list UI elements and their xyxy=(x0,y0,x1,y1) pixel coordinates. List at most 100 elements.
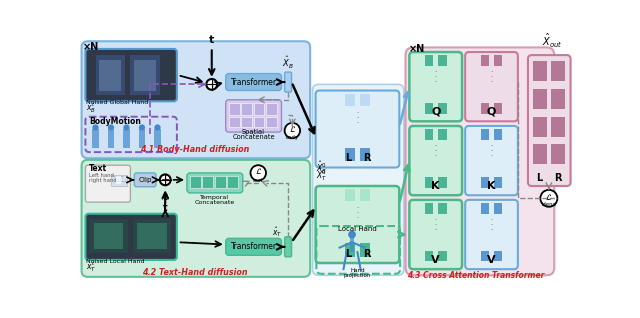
Bar xyxy=(132,219,172,253)
FancyBboxPatch shape xyxy=(312,84,404,275)
Bar xyxy=(215,176,226,188)
Text: text: text xyxy=(253,177,264,183)
Text: $+$: $+$ xyxy=(207,79,217,90)
Bar xyxy=(481,129,489,140)
Bar xyxy=(253,103,264,115)
Circle shape xyxy=(124,124,129,131)
Bar xyxy=(345,93,355,106)
Bar xyxy=(241,103,252,115)
Bar xyxy=(425,177,433,188)
Bar xyxy=(99,60,121,91)
Bar xyxy=(92,129,99,148)
FancyBboxPatch shape xyxy=(465,126,518,195)
Bar xyxy=(551,144,565,164)
Bar xyxy=(360,148,370,161)
Bar xyxy=(345,189,355,201)
Text: right hand......: right hand...... xyxy=(88,178,126,183)
Bar xyxy=(481,103,489,114)
Text: $x_T^t$: $x_T^t$ xyxy=(86,259,97,274)
Bar xyxy=(266,103,277,115)
Circle shape xyxy=(250,165,266,181)
FancyBboxPatch shape xyxy=(316,91,399,168)
FancyBboxPatch shape xyxy=(187,173,243,193)
Bar xyxy=(438,203,447,214)
Bar xyxy=(481,203,489,214)
Text: Transformer: Transformer xyxy=(230,78,276,86)
Bar xyxy=(438,251,447,261)
Bar xyxy=(131,55,160,95)
Bar xyxy=(438,129,447,140)
Text: Text: Text xyxy=(88,163,107,173)
Bar xyxy=(532,144,547,164)
Bar xyxy=(532,117,547,137)
Bar xyxy=(345,243,355,257)
Bar xyxy=(94,223,124,249)
Text: $\hat{X}_B$: $\hat{X}_B$ xyxy=(282,55,294,71)
FancyBboxPatch shape xyxy=(85,49,177,101)
Text: ×N: ×N xyxy=(83,43,99,52)
Bar xyxy=(202,176,213,188)
Bar xyxy=(494,103,502,114)
FancyBboxPatch shape xyxy=(85,214,177,260)
FancyBboxPatch shape xyxy=(285,237,292,257)
Text: Clip: Clip xyxy=(138,177,152,183)
Text: L: L xyxy=(345,249,351,259)
Bar xyxy=(266,117,277,128)
Bar xyxy=(494,177,502,188)
FancyBboxPatch shape xyxy=(465,52,518,121)
Text: $\hat{X}_T^0$: $\hat{X}_T^0$ xyxy=(316,166,327,183)
Text: V: V xyxy=(487,254,496,265)
Bar xyxy=(154,129,161,148)
Text: R: R xyxy=(363,153,371,163)
Bar xyxy=(124,129,129,148)
FancyBboxPatch shape xyxy=(465,200,518,269)
Bar xyxy=(425,251,433,261)
FancyBboxPatch shape xyxy=(226,100,282,132)
Text: Noised Local Hand: Noised Local Hand xyxy=(86,259,145,264)
Bar xyxy=(425,103,433,114)
Text: Concatenate: Concatenate xyxy=(232,134,275,140)
FancyBboxPatch shape xyxy=(85,165,131,202)
Text: ·
·
·: · · · xyxy=(490,143,493,159)
Text: body: body xyxy=(286,135,299,140)
Text: ×N: ×N xyxy=(408,44,425,54)
Text: R: R xyxy=(554,173,562,183)
Text: Left hand......: Left hand...... xyxy=(88,173,123,178)
Text: $x_B^t$: $x_B^t$ xyxy=(86,100,96,115)
Text: ·
·
·: · · · xyxy=(356,205,358,221)
Bar xyxy=(253,117,264,128)
Bar xyxy=(360,93,370,106)
Text: $\hat{X}_{out}$: $\hat{X}_{out}$ xyxy=(543,32,563,50)
Text: Q: Q xyxy=(431,107,440,117)
Circle shape xyxy=(108,124,114,131)
Bar xyxy=(134,60,156,91)
Text: $+$: $+$ xyxy=(160,174,170,185)
Text: projection: projection xyxy=(344,273,371,278)
Bar xyxy=(229,117,239,128)
Text: ·
·
·: · · · xyxy=(490,69,493,85)
Bar xyxy=(360,189,370,201)
Bar xyxy=(551,89,565,109)
Bar xyxy=(229,103,239,115)
Text: Temporal: Temporal xyxy=(200,195,229,200)
Circle shape xyxy=(285,123,300,138)
FancyBboxPatch shape xyxy=(316,186,399,263)
Bar xyxy=(438,55,447,66)
Bar xyxy=(494,251,502,261)
Bar xyxy=(481,177,489,188)
Text: K: K xyxy=(431,181,440,190)
Bar xyxy=(481,55,489,66)
FancyBboxPatch shape xyxy=(81,41,310,158)
Text: R: R xyxy=(363,249,371,259)
FancyBboxPatch shape xyxy=(528,55,571,186)
Text: Spatial: Spatial xyxy=(242,129,265,135)
Bar xyxy=(190,176,201,188)
Text: ·
·
·: · · · xyxy=(356,110,358,126)
Text: $\mathcal{L}$: $\mathcal{L}$ xyxy=(255,166,262,176)
Bar xyxy=(532,61,547,81)
Bar xyxy=(349,237,355,252)
Bar xyxy=(345,148,355,161)
Text: Transformer: Transformer xyxy=(230,242,276,251)
Bar xyxy=(139,129,145,148)
Bar xyxy=(425,203,433,214)
